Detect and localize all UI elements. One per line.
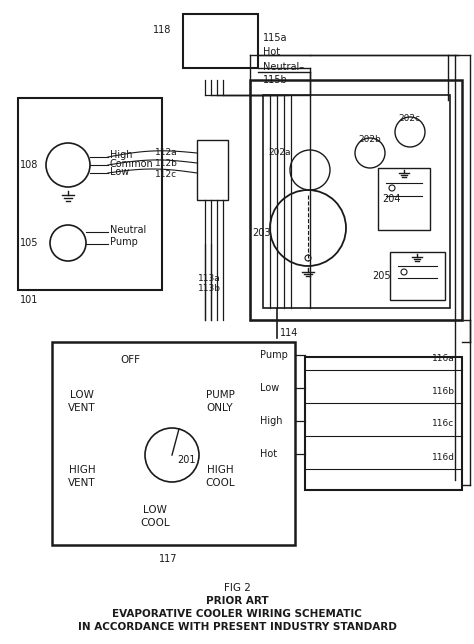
Text: 202a: 202a — [268, 147, 291, 156]
Text: 116c: 116c — [432, 419, 454, 428]
Bar — [378, 168, 430, 230]
Text: 117: 117 — [159, 554, 177, 564]
Text: 114: 114 — [280, 328, 298, 338]
Text: 105: 105 — [20, 238, 38, 248]
Text: 205: 205 — [372, 271, 391, 281]
Bar — [263, 95, 450, 308]
Text: Low: Low — [110, 167, 129, 177]
Text: ONLY: ONLY — [207, 403, 233, 413]
Text: IN ACCORDANCE WITH PRESENT INDUSTRY STANDARD: IN ACCORDANCE WITH PRESENT INDUSTRY STAN… — [78, 622, 396, 632]
Text: Neutral: Neutral — [110, 225, 146, 235]
Text: 112a: 112a — [155, 147, 178, 156]
Text: OFF: OFF — [120, 355, 140, 365]
Bar — [18, 98, 162, 290]
Text: 203: 203 — [252, 228, 271, 238]
Text: EVAPORATIVE COOLER WIRING SCHEMATIC: EVAPORATIVE COOLER WIRING SCHEMATIC — [112, 609, 362, 619]
Text: 116d: 116d — [432, 453, 455, 462]
Text: PRIOR ART: PRIOR ART — [206, 596, 268, 606]
Text: Pump: Pump — [110, 237, 138, 247]
Text: 201: 201 — [177, 455, 195, 465]
Text: 116b: 116b — [432, 386, 455, 395]
Text: 112c: 112c — [155, 169, 177, 178]
Bar — [305, 357, 462, 490]
Bar — [390, 252, 445, 300]
Text: 108: 108 — [20, 160, 38, 170]
Text: LOW: LOW — [70, 390, 94, 400]
Text: 116a: 116a — [432, 354, 455, 363]
Text: VENT: VENT — [68, 403, 96, 413]
Text: LOW: LOW — [143, 505, 167, 515]
Bar — [183, 14, 258, 68]
Text: Common: Common — [110, 159, 154, 169]
Text: Hot: Hot — [263, 47, 280, 57]
Text: COOL: COOL — [140, 518, 170, 528]
Text: 112b: 112b — [155, 158, 178, 167]
Bar — [197, 140, 228, 200]
Text: 115a: 115a — [263, 33, 288, 43]
Text: Neutral–: Neutral– — [263, 62, 304, 72]
Text: High: High — [110, 150, 133, 160]
Text: High: High — [260, 416, 283, 426]
Bar — [52, 342, 295, 545]
Text: FIG 2: FIG 2 — [224, 583, 250, 593]
Text: 204: 204 — [382, 194, 401, 204]
Text: PUMP: PUMP — [206, 390, 235, 400]
Text: 118: 118 — [153, 25, 172, 35]
Text: 202b: 202b — [358, 135, 381, 144]
Text: 113b: 113b — [198, 283, 221, 292]
Text: 115b: 115b — [263, 75, 288, 85]
Text: 113a: 113a — [198, 274, 221, 283]
Text: Low: Low — [260, 383, 279, 393]
Text: HIGH: HIGH — [69, 465, 95, 475]
Text: 202c: 202c — [398, 113, 420, 122]
Text: Hot: Hot — [260, 449, 277, 459]
Text: COOL: COOL — [205, 478, 235, 488]
Text: HIGH: HIGH — [207, 465, 233, 475]
Text: Pump: Pump — [260, 350, 288, 360]
Text: VENT: VENT — [68, 478, 96, 488]
Text: 101: 101 — [20, 295, 38, 305]
Bar — [250, 80, 462, 320]
